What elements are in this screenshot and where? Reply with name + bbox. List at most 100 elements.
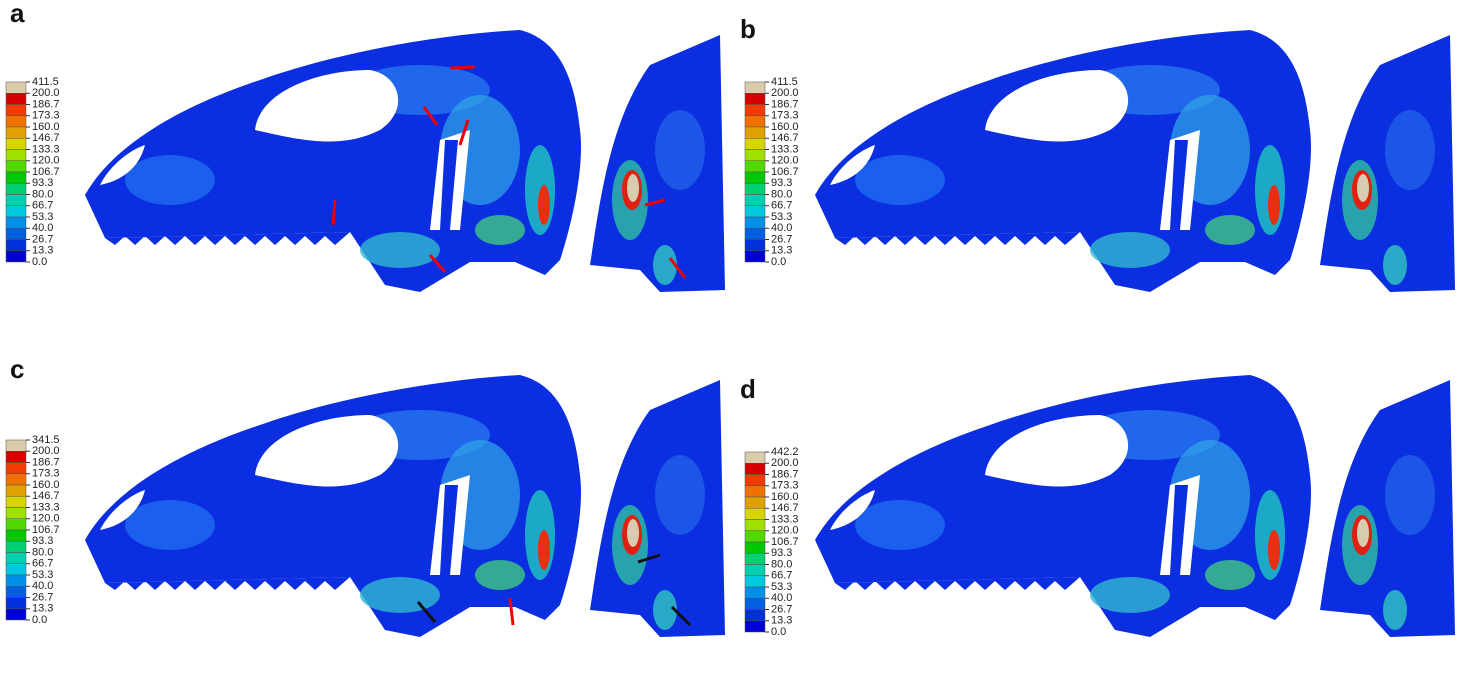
color-swatch xyxy=(744,474,766,486)
scale-label: 133.3 xyxy=(771,143,799,155)
color-swatch xyxy=(744,620,766,633)
scale-label: 0.0 xyxy=(32,614,47,626)
scale-label: 106.7 xyxy=(32,166,60,178)
scale-label: 200.0 xyxy=(771,457,799,469)
scale-label: 40.0 xyxy=(32,580,53,592)
scale-label: 200.0 xyxy=(771,87,799,99)
scale-label: 173.3 xyxy=(32,110,60,122)
scale-label: 186.7 xyxy=(771,468,799,480)
panel-label: b xyxy=(740,14,756,44)
color-swatch xyxy=(744,228,766,240)
color-swatch xyxy=(744,239,766,251)
scale-label: 26.7 xyxy=(32,233,53,245)
scale-label: 411.5 xyxy=(771,76,798,88)
scale-label: 0.0 xyxy=(771,256,786,268)
stress-map xyxy=(85,30,725,292)
scale-label: 66.7 xyxy=(771,200,792,212)
scale-label: 442.2 xyxy=(771,446,799,458)
color-swatch xyxy=(5,439,27,452)
scale-label: 411.5 xyxy=(32,76,59,88)
scale-label: 80.0 xyxy=(771,188,792,200)
color-swatch xyxy=(744,171,766,184)
color-swatch xyxy=(5,541,27,553)
color-swatch xyxy=(744,250,766,263)
scale-label: 120.0 xyxy=(771,155,799,167)
scale-label: 0.0 xyxy=(32,256,47,268)
scale-label: 66.7 xyxy=(32,558,53,570)
color-swatch xyxy=(744,463,766,475)
scale-label: 160.0 xyxy=(32,121,60,133)
color-swatch xyxy=(744,149,766,161)
color-swatch xyxy=(5,529,27,542)
scale-label: 40.0 xyxy=(771,592,792,604)
color-swatch xyxy=(744,183,766,195)
panel-label: a xyxy=(10,0,25,28)
scale-label: 53.3 xyxy=(771,211,792,223)
color-swatch xyxy=(744,530,766,543)
color-swatch xyxy=(5,250,27,263)
scale-label: 93.3 xyxy=(32,177,53,189)
scale-label: 173.3 xyxy=(771,110,799,122)
annotation-arrows xyxy=(331,65,687,626)
color-swatch xyxy=(744,194,766,206)
scale-label: 26.7 xyxy=(771,233,792,245)
color-swatch xyxy=(5,484,27,497)
color-swatch xyxy=(5,552,27,564)
stress-map xyxy=(815,30,1455,292)
scale-label: 160.0 xyxy=(771,491,799,503)
color-swatch xyxy=(744,138,766,150)
color-swatch xyxy=(5,171,27,184)
color-swatch xyxy=(5,205,27,218)
color-swatch xyxy=(5,138,27,150)
color-swatch xyxy=(744,81,766,94)
color-swatch xyxy=(5,149,27,161)
scale-label: 173.3 xyxy=(32,468,60,480)
color-swatch xyxy=(5,451,27,463)
color-swatch xyxy=(5,597,27,609)
scale-label: 80.0 xyxy=(771,558,792,570)
color-swatch xyxy=(744,541,766,554)
scale-label: 173.3 xyxy=(771,480,799,492)
scale-label: 133.3 xyxy=(32,143,60,155)
scale-label: 186.7 xyxy=(771,98,799,110)
scale-label: 146.7 xyxy=(771,132,799,144)
scale-label: 160.0 xyxy=(32,479,60,491)
color-swatch xyxy=(744,160,766,173)
color-swatch xyxy=(5,496,27,508)
scale-label: 40.0 xyxy=(32,222,53,234)
color-swatch xyxy=(744,104,766,116)
color-swatch xyxy=(5,586,27,598)
stress-map xyxy=(815,375,1455,637)
color-swatch xyxy=(744,598,766,610)
panel-label: d xyxy=(740,374,756,404)
scale-label: 200.0 xyxy=(32,445,60,457)
color-swatch xyxy=(744,216,766,229)
scale-label: 93.3 xyxy=(771,547,792,559)
color-swatch xyxy=(744,93,766,105)
color-swatch xyxy=(5,228,27,240)
scale-label: 120.0 xyxy=(32,155,60,167)
scale-label: 146.7 xyxy=(32,490,60,502)
color-swatch xyxy=(5,608,27,621)
scale-label: 40.0 xyxy=(771,222,792,234)
color-swatch xyxy=(744,496,766,509)
color-swatch xyxy=(5,160,27,173)
scale-label: 106.7 xyxy=(32,524,60,536)
color-swatch xyxy=(5,183,27,195)
color-swatch xyxy=(5,115,27,128)
scale-label: 186.7 xyxy=(32,456,60,468)
color-swatch xyxy=(5,194,27,206)
scale-label: 66.7 xyxy=(771,570,792,582)
scale-label: 13.3 xyxy=(771,615,792,627)
scale-label: 106.7 xyxy=(771,166,799,178)
stress-map xyxy=(85,375,725,637)
color-swatch xyxy=(5,104,27,116)
color-swatch xyxy=(5,239,27,251)
color-swatch xyxy=(5,216,27,229)
scale-label: 120.0 xyxy=(771,525,799,537)
scale-label: 93.3 xyxy=(771,177,792,189)
color-swatch xyxy=(5,473,27,486)
scale-label: 26.7 xyxy=(771,603,792,615)
scale-label: 93.3 xyxy=(32,535,53,547)
scale-label: 13.3 xyxy=(32,603,53,615)
